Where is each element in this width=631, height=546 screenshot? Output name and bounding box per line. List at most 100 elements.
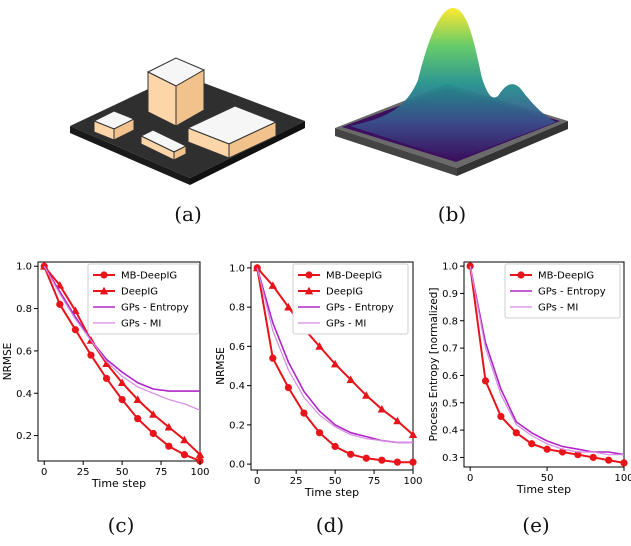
ground-plate [70, 74, 305, 178]
legend-label-e-1: GPs - Entropy [538, 287, 606, 298]
y-tick-label-e-7: 1.0 [442, 262, 458, 273]
y-tick-label-d-2: 0.4 [229, 381, 245, 392]
data-point-e-0-1 [481, 377, 490, 385]
chart-d: 0 25 50 75 100 0.0 0.2 0.4 0.6 0.8 1.0 Time step NRM… [215, 261, 423, 499]
legend-label-e-0: MB-DeepIG [538, 271, 594, 282]
x-tick-label-c-2: 50 [116, 467, 129, 478]
data-point-d-1-4 [315, 342, 324, 350]
data-point-e-0-9 [605, 456, 613, 464]
data-point-d-0-2 [284, 383, 292, 392]
x-tick-label-d-4: 100 [403, 476, 422, 487]
data-point-d-0-5 [331, 442, 339, 451]
y-tick-label-d-5: 1.0 [229, 263, 245, 274]
y-tick-label-d-4: 0.8 [229, 303, 245, 314]
y-tick-label-e-6: 0.9 [442, 289, 458, 300]
x-tick-label-c-0: 0 [41, 467, 47, 478]
y-tick-label-c-4: 1.0 [16, 262, 32, 273]
series-line-e-1 [469, 265, 625, 456]
legend-marker-d-1 [304, 286, 314, 295]
y-tick-label-d-3: 0.6 [229, 342, 245, 353]
data-point-d-0-8 [378, 456, 386, 464]
legend-marker-c-1 [99, 286, 109, 295]
chart-c: 0 25 50 75 100 0.2 0.4 0.6 0.8 1.0 Time step NRMSE M… [2, 261, 210, 490]
data-point-e-0-3 [512, 429, 520, 437]
legend-label-e-2: GPs - MI [538, 303, 578, 314]
legend-label-d-2: GPs - Entropy [326, 303, 394, 314]
data-point-c-1-5 [117, 378, 127, 387]
y-tick-label-c-1: 0.4 [16, 389, 32, 400]
x-axis-label-e: Time step [516, 483, 571, 496]
legend-label-c-1: DeepIG [121, 287, 158, 298]
data-point-c-0-3 [87, 351, 95, 359]
x-tick-label-d-1: 25 [290, 476, 303, 487]
data-point-d-1-5 [330, 359, 340, 368]
data-point-c-0-4 [102, 374, 111, 383]
x-axis-label-d: Time step [304, 486, 359, 499]
data-point-d-0-10 [409, 458, 417, 466]
y-tick-label-c-0: 0.2 [16, 431, 32, 442]
data-point-e-0-2 [497, 412, 505, 421]
data-point-c-1-8 [164, 422, 174, 431]
data-point-c-0-9 [180, 451, 189, 459]
data-point-c-0-2 [71, 326, 79, 334]
data-point-d-1-7 [362, 391, 371, 399]
data-point-e-0-5 [543, 445, 551, 453]
legend-label-d-3: GPs - MI [326, 319, 366, 330]
y-tick-label-e-3: 0.6 [442, 371, 458, 382]
data-point-c-0-6 [134, 415, 142, 423]
block-tall [146, 57, 206, 127]
data-point-c-0-7 [149, 429, 157, 438]
legend-box-e [504, 263, 621, 319]
panel-b-surface [335, 8, 568, 176]
y-tick-label-e-4: 0.7 [442, 344, 458, 355]
data-point-d-0-1 [269, 354, 277, 362]
data-point-e-0-6 [558, 448, 567, 456]
ground-plate-edge-right [190, 121, 305, 185]
chart-e: 0 50 100 0.3 0.4 0.5 0.6 0.7 0.8 0.9 1.0 Time step P… [428, 261, 631, 496]
data-point-d-0-4 [315, 429, 324, 437]
data-point-d-1-8 [377, 404, 387, 413]
legend-label-c-2: GPs - Entropy [121, 303, 189, 314]
data-point-d-1-6 [346, 375, 355, 384]
series-line-c-3 [43, 265, 201, 411]
data-point-d-1-10 [408, 430, 418, 439]
data-point-e-0-0 [466, 262, 474, 270]
caption-c: (c) [108, 513, 135, 537]
data-point-d-0-9 [393, 458, 402, 466]
y-axis-label-e: Process Entropy [normalized] [428, 288, 440, 442]
caption-d: (d) [316, 513, 344, 537]
x-tick-label-d-0: 0 [254, 476, 260, 487]
data-point-d-0-7 [362, 454, 370, 462]
y-tick-label-d-0: 0.0 [229, 460, 245, 471]
data-point-c-0-8 [165, 442, 173, 450]
data-point-c-1-7 [149, 410, 158, 418]
y-axis-label-c: NRMSE [2, 343, 14, 381]
data-point-c-1-10 [195, 450, 205, 459]
data-point-d-1-9 [393, 416, 402, 425]
data-point-c-0-1 [56, 300, 64, 308]
legend-marker-d-0 [305, 271, 313, 279]
data-point-d-0-3 [300, 409, 308, 417]
data-point-e-0-8 [589, 453, 597, 462]
legend-marker-e-0 [517, 271, 525, 279]
x-tick-label-d-3: 75 [368, 476, 381, 487]
data-point-d-0-6 [347, 450, 355, 458]
y-axis-label-d: NRMSE [215, 347, 227, 385]
data-point-c-1-4 [102, 359, 111, 367]
legend-marker-c-0 [100, 271, 108, 279]
legend-label-d-0: MB-DeepIG [326, 271, 382, 282]
data-point-c-0-5 [118, 396, 126, 404]
block-small-left [92, 110, 136, 141]
y-tick-label-c-3: 0.8 [16, 304, 32, 315]
x-tick-label-e-0: 0 [467, 473, 473, 484]
series-line-d-3 [256, 267, 413, 444]
x-tick-label-c-3: 75 [155, 467, 168, 478]
y-tick-label-d-1: 0.2 [229, 420, 245, 431]
y-tick-label-e-2: 0.5 [442, 398, 458, 409]
legend-box-d [292, 263, 409, 335]
caption-b: (b) [438, 202, 466, 226]
x-tick-label-e-1: 50 [541, 473, 554, 484]
panel-a-scene [70, 57, 305, 185]
data-point-c-1-0 [40, 262, 49, 270]
surface-peak [350, 8, 556, 160]
